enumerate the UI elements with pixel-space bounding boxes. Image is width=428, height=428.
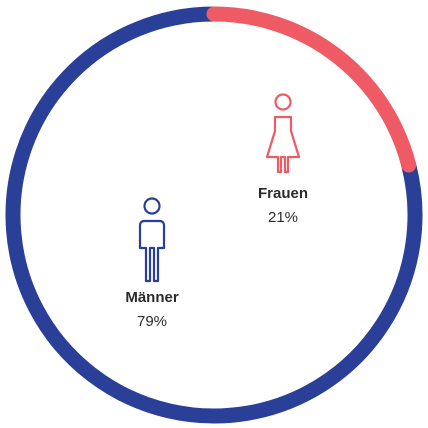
donut-segment [206, 6, 417, 173]
value-label: 79% [137, 313, 167, 330]
value-label: 21% [268, 209, 298, 226]
male-icon [138, 197, 166, 283]
category-label: Männer [125, 289, 179, 306]
donut-segment [5, 6, 423, 424]
category-label: Frauen [258, 185, 308, 202]
female-icon [265, 93, 301, 174]
